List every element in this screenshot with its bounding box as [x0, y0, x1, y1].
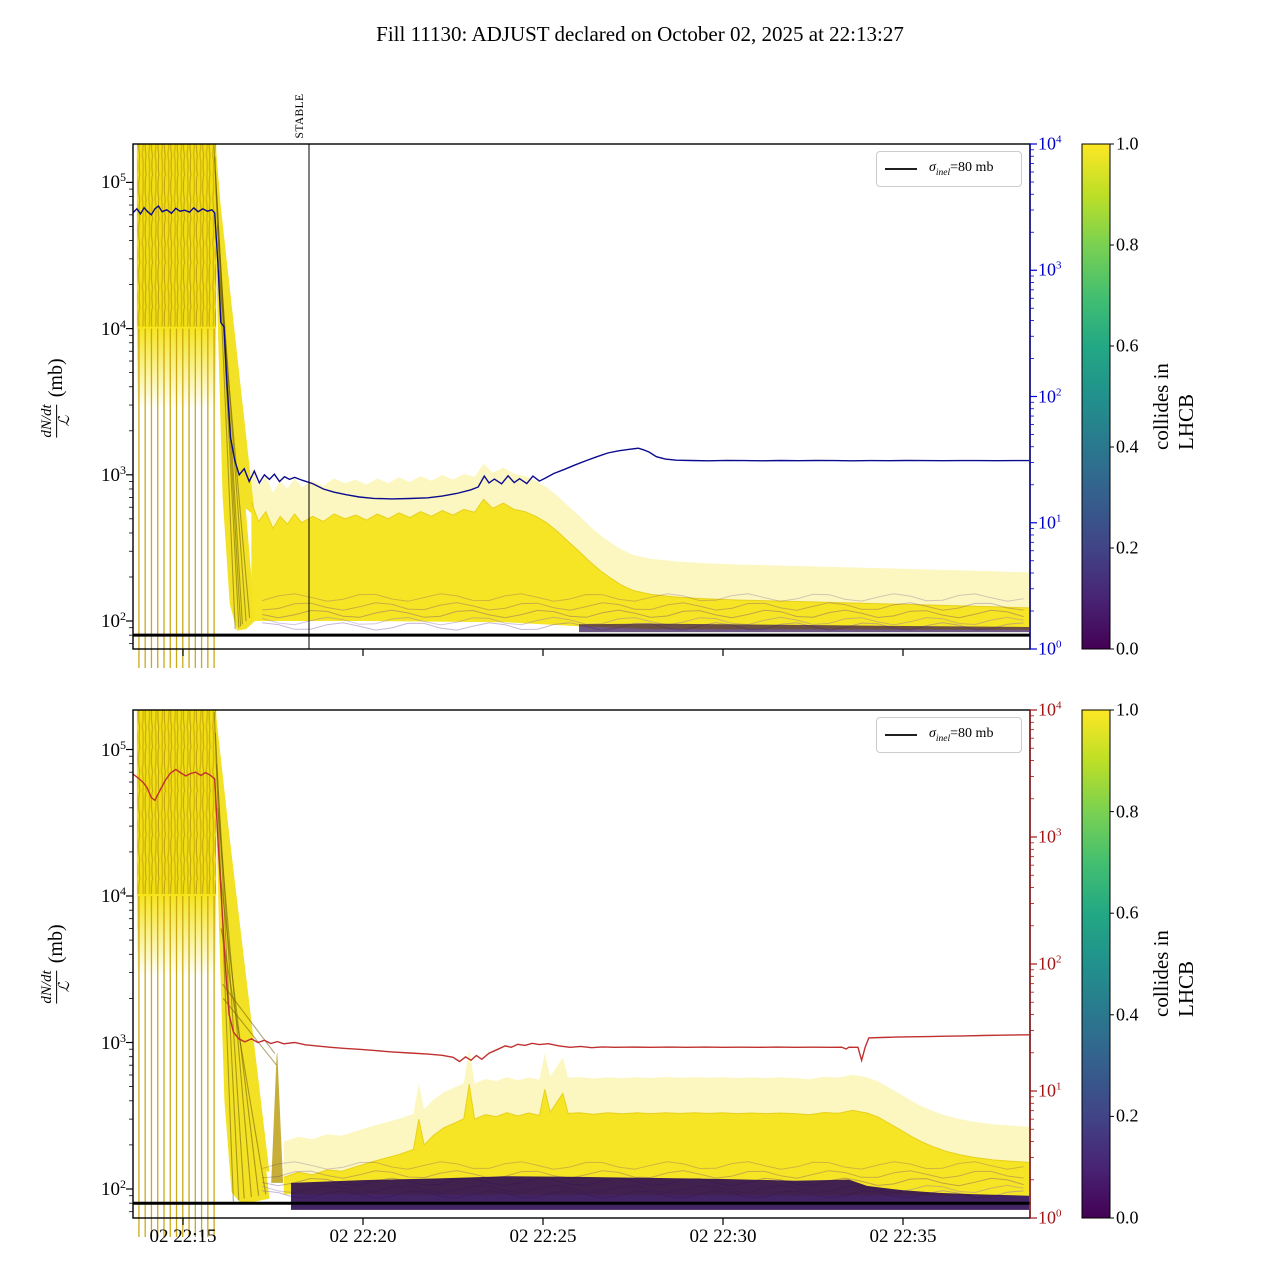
- colorbar-tick-label: 0.6: [1116, 902, 1139, 923]
- colorbar-tick-label: 0.2: [1116, 537, 1139, 558]
- colorbar-tick-label: 0.0: [1116, 638, 1139, 659]
- right-y-tick-label: 102: [1038, 386, 1062, 406]
- dndt-over-lumi-fraction: dN/dt ℒ: [39, 404, 74, 438]
- colorbar-tick-label: 1.0: [1116, 133, 1139, 154]
- legend-text: σinel=80 mb: [929, 160, 994, 178]
- colorbar-top: [1081, 143, 1111, 650]
- right-y-tick-label: 103: [1038, 259, 1062, 280]
- y-tick-label: 102: [101, 608, 126, 633]
- y-axis-label-top: dN/dt ℒ (mb): [39, 358, 74, 438]
- dndt-over-lumi-fraction: dN/dt ℒ: [39, 970, 74, 1004]
- colorbar-tick-label: 0.6: [1116, 335, 1139, 356]
- right-y-tick-label: 103: [1038, 826, 1062, 847]
- right-y-tick-label: 102: [1038, 953, 1062, 974]
- x-tick-label: 02 22:20: [329, 1226, 397, 1247]
- right-y-tick-label: 101: [1038, 1080, 1062, 1101]
- y-tick-label: 105: [101, 170, 126, 194]
- colorbar-tick-label: 0.8: [1116, 801, 1139, 822]
- x-tick-label: 02 22:35: [869, 1226, 937, 1247]
- colorbar-bottom: [1081, 709, 1111, 1219]
- lumi-rate-line-bottom: [133, 768, 1030, 1064]
- x-tick-label: 02 22:25: [509, 1226, 577, 1247]
- colorbar-tick-label: 0.0: [1116, 1207, 1139, 1228]
- right-y-tick-label: 104: [1038, 133, 1062, 154]
- y-tick-label: 104: [101, 883, 126, 908]
- y-tick-label: 103: [101, 1030, 126, 1054]
- colorbar-tick-label: 0.4: [1116, 1004, 1139, 1025]
- colorbar-tick-label: 0.4: [1116, 436, 1139, 457]
- colorbar-label-bottom: collides in LHCB: [1149, 930, 1198, 1017]
- stable-annotation: STABLE: [294, 93, 306, 139]
- y-tick-label: 102: [101, 1176, 126, 1201]
- right-y-tick-label: 100: [1038, 638, 1062, 659]
- y-tick-label: 104: [101, 316, 126, 340]
- legend-top: σinel=80 mb: [876, 151, 1022, 187]
- legend-line-sample: [885, 168, 917, 170]
- figure-title: Fill 11130: ADJUST declared on October 0…: [376, 22, 904, 46]
- x-tick-label: 02 22:30: [689, 1226, 757, 1247]
- lumi-rate-line-top: [133, 204, 1029, 500]
- y-tick-label: 105: [101, 737, 126, 761]
- x-tick-label: 02 22:15: [149, 1226, 217, 1247]
- right-y-tick-label: 100: [1038, 1207, 1062, 1228]
- colorbar-label-top: collides in LHCB: [1149, 363, 1198, 450]
- legend-line-sample: [885, 734, 917, 736]
- legend-text: σinel=80 mb: [929, 726, 994, 744]
- right-y-tick-label: 101: [1038, 512, 1062, 533]
- colorbar-tick-label: 0.8: [1116, 234, 1139, 255]
- plot-area-top: [136, 144, 217, 410]
- colorbar-tick-label: 0.2: [1116, 1105, 1139, 1126]
- plot-area-bottom: [136, 710, 217, 977]
- y-tick-label: 103: [101, 462, 126, 486]
- colorbar-tick-label: 1.0: [1116, 699, 1139, 720]
- legend-bottom: σinel=80 mb: [876, 717, 1022, 753]
- y-axis-label-bottom: dN/dt ℒ (mb): [39, 924, 74, 1004]
- right-y-tick-label: 104: [1038, 699, 1062, 720]
